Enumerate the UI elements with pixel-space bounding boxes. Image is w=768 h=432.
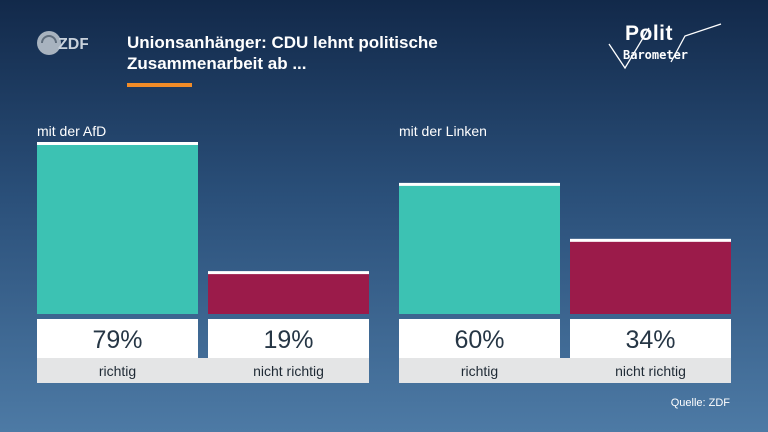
- group-label-afd: mit der AfD: [37, 123, 107, 139]
- zdf-logo: ZDF: [37, 31, 88, 55]
- politbarometer-logo: Polit Barometer: [605, 22, 733, 78]
- bar-cap-1-1: [570, 238, 731, 242]
- value-box-1-1: [570, 319, 731, 358]
- category-strip-0: [37, 358, 369, 383]
- bar-cap-1-0: [399, 182, 560, 186]
- value-box-1-0: [399, 319, 560, 358]
- value-label-0-0: 79%: [92, 326, 142, 354]
- source-note: Quelle: ZDF: [670, 397, 730, 409]
- category-label-1-0: richtig: [461, 363, 498, 379]
- value-label-1-1: 34%: [625, 326, 675, 354]
- title-accent-bar: [127, 83, 192, 87]
- value-label-0-1: 19%: [263, 326, 313, 354]
- bar-cap-0-1: [208, 271, 369, 275]
- politbarometer-polit: Polit: [625, 22, 673, 45]
- bar-1-0: [399, 184, 560, 314]
- zdf-logo-text: ZDF: [58, 36, 88, 53]
- bar-0-1: [208, 273, 369, 314]
- value-box-0-1: [208, 319, 369, 358]
- politbarometer-barometer: Barometer: [623, 48, 689, 62]
- bar-1-1: [570, 240, 731, 314]
- bar-0-0: [37, 144, 198, 314]
- category-strip-1: [399, 358, 731, 383]
- category-label-0-1: nicht richtig: [253, 363, 324, 379]
- chart-title: Unionsanhänger: CDU lehnt politische Zus…: [127, 33, 438, 73]
- checkmark-icon: [608, 23, 722, 70]
- value-label-1-0: 60%: [454, 326, 504, 354]
- category-label-1-1: nicht richtig: [615, 363, 686, 379]
- bar-cap-0-0: [37, 142, 198, 145]
- category-label-0-0: richtig: [99, 363, 136, 379]
- group-label-linken: mit der Linken: [399, 123, 487, 139]
- value-box-0-0: [37, 319, 198, 358]
